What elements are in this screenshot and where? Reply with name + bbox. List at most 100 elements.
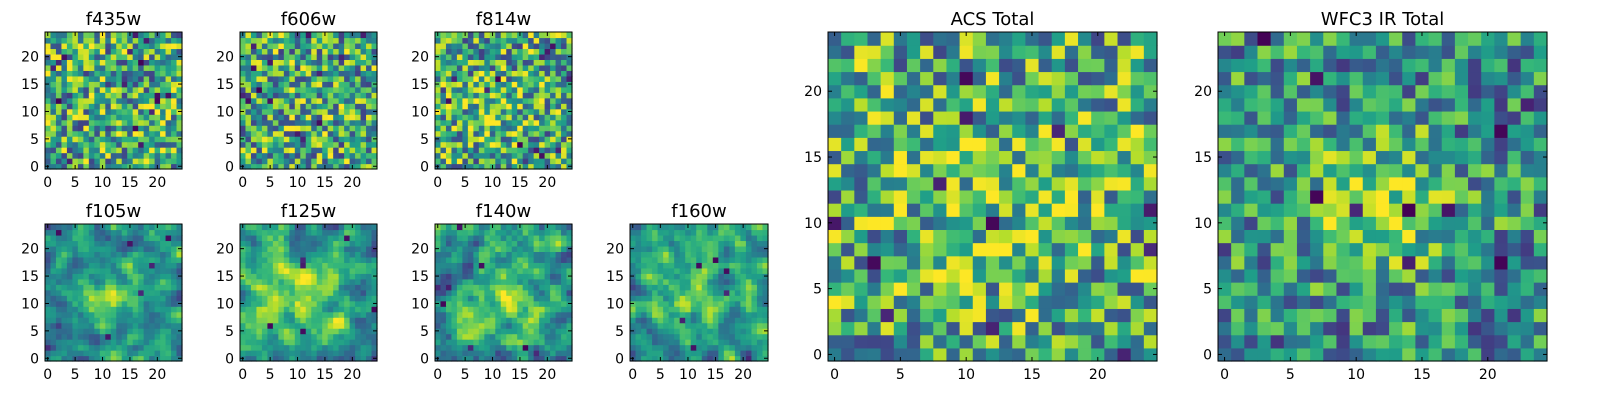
heatmap-cell — [646, 251, 653, 258]
heatmap-cell — [566, 97, 573, 104]
heatmap-cell — [45, 59, 52, 66]
heatmap-cell — [946, 268, 961, 283]
heatmap-cell — [657, 295, 664, 302]
heatmap-cell — [880, 334, 895, 349]
heatmap-cell — [539, 240, 546, 247]
heatmap-cell — [500, 141, 507, 148]
heatmap-cell — [985, 282, 1000, 296]
heatmap-cell — [245, 245, 252, 252]
heatmap-cell — [544, 152, 551, 159]
heatmap-cell — [160, 284, 167, 291]
heatmap-cell — [165, 48, 172, 55]
heatmap-cell — [646, 240, 653, 247]
heatmap-cell — [533, 125, 540, 132]
heatmap-cell — [657, 229, 664, 236]
heatmap-cell — [355, 163, 362, 170]
heatmap-cell — [138, 224, 145, 231]
heatmap-cell — [360, 229, 367, 236]
heatmap-cell — [445, 245, 453, 252]
heatmap-cell — [462, 114, 469, 121]
heatmap-cell — [679, 284, 686, 291]
heatmap-cell — [544, 333, 551, 340]
heatmap-cell — [445, 289, 453, 296]
heatmap-cell — [88, 141, 95, 148]
heatmap-cell — [674, 339, 681, 346]
heatmap-cell — [289, 158, 296, 165]
heatmap-cell — [1025, 150, 1040, 165]
heatmap-cell — [327, 64, 334, 71]
heatmap-cell — [240, 59, 247, 66]
heatmap-cell — [77, 344, 84, 351]
heatmap-cell — [522, 37, 529, 44]
heatmap-cell — [550, 136, 557, 143]
heatmap-cell — [484, 103, 491, 110]
heatmap-cell — [555, 48, 562, 55]
heatmap-cell — [366, 81, 373, 88]
heatmap-cell — [679, 240, 686, 247]
heatmap-cell — [685, 284, 692, 291]
heatmap-cell — [489, 245, 496, 252]
heatmap-cell — [333, 42, 340, 50]
heatmap-cell — [88, 75, 95, 82]
heatmap-cell — [999, 255, 1013, 270]
heatmap-cell — [500, 350, 507, 357]
heatmap-cell — [300, 245, 307, 252]
heatmap-cell — [61, 350, 68, 357]
heatmap-cell — [718, 306, 725, 313]
heatmap-cell — [522, 289, 529, 296]
heatmap-cell — [473, 114, 480, 121]
heatmap-cell — [729, 278, 736, 285]
heatmap-cell — [517, 350, 524, 357]
heatmap-cell — [333, 59, 340, 66]
heatmap-cell — [1130, 216, 1145, 230]
heatmap-cell — [366, 42, 373, 50]
heatmap-cell — [267, 262, 274, 269]
heatmap-cell — [1117, 321, 1132, 336]
heatmap-cell — [50, 322, 57, 329]
heatmap-cell — [893, 282, 908, 296]
heatmap-cell — [245, 350, 252, 357]
heatmap-cell — [550, 328, 557, 335]
heatmap-cell — [473, 267, 480, 274]
heatmap-cell — [83, 86, 90, 93]
heatmap-cell — [484, 32, 491, 39]
heatmap-cell — [344, 64, 351, 71]
heatmap-cell — [566, 119, 573, 126]
heatmap-cell — [127, 240, 134, 247]
heatmap-cell — [360, 163, 367, 170]
heatmap-cell — [495, 130, 502, 137]
heatmap-cell — [154, 130, 161, 137]
heatmap-cell — [261, 251, 268, 258]
heatmap-cell — [61, 70, 68, 77]
heatmap-cell — [138, 322, 145, 329]
heatmap-cell — [311, 53, 318, 60]
heatmap-cell — [550, 53, 557, 60]
heatmap-cell — [478, 224, 485, 231]
heatmap-cell — [289, 240, 296, 247]
heatmap-cell — [360, 147, 367, 154]
heatmap-cell — [544, 251, 551, 258]
heatmap-cell — [322, 70, 329, 77]
heatmap-cell — [1078, 308, 1092, 323]
heatmap-cell — [360, 97, 367, 104]
heatmap-cell — [160, 256, 167, 263]
heatmap-cell — [445, 59, 453, 66]
heatmap-cell — [544, 158, 551, 165]
heatmap-cell — [528, 322, 535, 329]
heatmap-cell — [539, 152, 546, 159]
heatmap-cell — [489, 284, 496, 291]
heatmap-cell — [154, 37, 161, 44]
heatmap-cell — [344, 114, 351, 121]
heatmap-cell — [83, 70, 90, 77]
heatmap-cell — [327, 322, 334, 329]
heatmap-cell — [55, 306, 63, 313]
heatmap-cell — [55, 328, 63, 335]
heatmap-cell — [83, 147, 90, 154]
heatmap-cell — [338, 70, 345, 77]
heatmap-cell — [707, 289, 714, 296]
heatmap-cell — [533, 163, 540, 170]
heatmap-cell — [278, 322, 285, 329]
heatmap-cell — [160, 240, 167, 247]
heatmap-cell — [718, 267, 725, 274]
heatmap-cell — [555, 300, 562, 307]
